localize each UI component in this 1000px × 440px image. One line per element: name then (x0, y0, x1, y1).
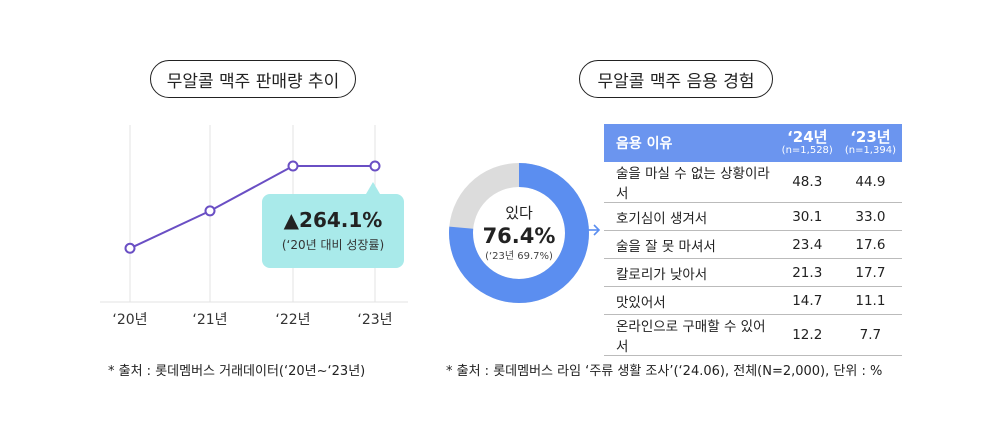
table-row: 칼로리가 낮아서 21.3 17.7 (604, 258, 902, 287)
value-2023-cell: 11.1 (838, 286, 902, 315)
reason-cell: 호기심이 생겨서 (604, 202, 776, 231)
usage-title: 무알콜 맥주 음용 경험 (579, 60, 773, 98)
table-header-row: 음용 이유 ‘24년 (n=1,528) ‘23년 (n=1,394) (604, 124, 902, 162)
reason-cell: 온라인으로 구매할 수 있어서 (604, 314, 776, 356)
table-row: 호기심이 생겨서 30.1 33.0 (604, 202, 902, 231)
line-chart-title-text: 무알콜 맥주 판매량 추이 (166, 71, 340, 92)
table-row: 맛있어서 14.7 11.1 (604, 286, 902, 315)
table-row: 온라인으로 구매할 수 있어서 12.2 7.7 (604, 314, 902, 356)
reason-cell: 술을 잘 못 마셔서 (604, 230, 776, 259)
line-chart: ‘20년 ‘21년 ‘22년 ‘23년 (100, 125, 408, 328)
growth-value: ▲264.1% (283, 208, 383, 232)
donut-arcs (449, 163, 589, 303)
reason-cell: 칼로리가 낮아서 (604, 258, 776, 287)
line-chart-series (129, 165, 375, 250)
data-point (287, 160, 299, 172)
value-2023-cell: 17.6 (838, 230, 902, 259)
header-2023: ‘23년 (n=1,394) (838, 124, 902, 162)
value-2024-cell: 30.1 (775, 202, 839, 231)
value-2024-cell: 12.2 (775, 314, 839, 356)
donut-previous: (‘23년 69.7%) (485, 250, 553, 262)
value-2023-cell: 7.7 (838, 314, 902, 356)
growth-note: (‘20년 대비 성장률) (281, 238, 385, 252)
reasons-table: 음용 이유 ‘24년 (n=1,528) ‘23년 (n=1,394) 술을 마… (604, 124, 902, 356)
reason-cell: 맛있어서 (604, 286, 776, 315)
donut-label: 있다 (505, 204, 533, 222)
value-2023-cell: 33.0 (838, 202, 902, 231)
usage-title-text: 무알콜 맥주 음용 경험 (597, 71, 755, 92)
line-chart-points (124, 160, 381, 254)
line-chart-x-labels: ‘20년 ‘21년 ‘22년 ‘23년 (112, 312, 392, 328)
arrow-right-icon (584, 224, 601, 236)
value-2024-cell: 23.4 (775, 230, 839, 259)
x-tick-label: ‘20년 (112, 312, 147, 328)
header-2024-year: ‘24년 (787, 128, 828, 146)
value-2024-cell: 48.3 (775, 162, 839, 203)
value-2024-cell: 21.3 (775, 258, 839, 287)
data-point (124, 242, 136, 254)
header-reason: 음용 이유 (604, 124, 776, 162)
header-2023-n: (n=1,394) (844, 145, 896, 156)
donut-chart: 있다 76.4% (‘23년 69.7%) (449, 163, 589, 303)
line-chart-source: * 출처 : 롯데멤버스 거래데이터(‘20년~‘23년) (108, 364, 366, 379)
series-line (129, 165, 375, 250)
header-2024: ‘24년 (n=1,528) (775, 124, 839, 162)
table-row: 술을 잘 못 마셔서 23.4 17.6 (604, 230, 902, 259)
header-2024-n: (n=1,528) (781, 145, 833, 156)
line-chart-title: 무알콜 맥주 판매량 추이 (150, 60, 356, 98)
reason-cell: 술을 마실 수 없는 상황이라서 (604, 162, 776, 203)
table-row: 술을 마실 수 없는 상황이라서 48.3 44.9 (604, 162, 902, 203)
donut-value: 76.4% (483, 224, 556, 248)
data-point (204, 205, 216, 217)
value-2023-cell: 44.9 (838, 162, 902, 203)
data-point (369, 160, 381, 172)
donut-yes-slice (449, 163, 589, 303)
usage-source: * 출처 : 롯데멤버스 라임 ‘주류 생활 조사’(‘24.06), 전체(N… (446, 364, 883, 379)
value-2023-cell: 17.7 (838, 258, 902, 287)
growth-callout: ▲264.1% (‘20년 대비 성장률) (262, 182, 404, 268)
x-tick-label: ‘22년 (275, 312, 310, 328)
x-tick-label: ‘21년 (192, 312, 227, 328)
header-2023-year: ‘23년 (850, 128, 891, 146)
x-tick-label: ‘23년 (357, 312, 392, 328)
value-2024-cell: 14.7 (775, 286, 839, 315)
